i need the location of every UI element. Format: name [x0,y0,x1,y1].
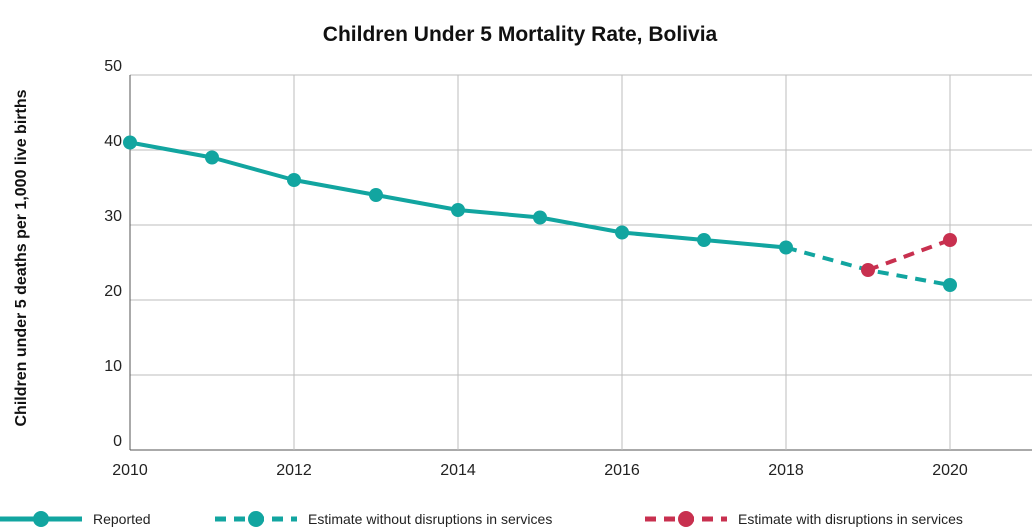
x-tick-label: 2010 [112,462,148,479]
data-point [205,150,219,165]
data-point [943,278,957,292]
series-line [867,238,951,272]
legend-label: Reported [93,511,151,527]
y-tick-label: 50 [104,58,122,75]
data-point [287,173,301,187]
legend: Reported Estimate without disruptions in … [0,511,963,527]
x-tick-label: 2020 [932,462,968,479]
grid-lines [129,74,1032,451]
y-tick-label: 20 [104,283,122,300]
chart-title: Children Under 5 Mortality Rate, Bolivia [323,23,718,46]
x-tick-label: 2014 [440,462,476,479]
data-point [451,203,465,217]
data-point [943,233,957,247]
y-tick-label: 30 [104,208,122,225]
y-tick-label: 40 [104,133,122,150]
x-tick-label: 2012 [276,462,312,479]
legend-item: Reported [0,511,151,527]
legend-item: Estimate without disruptions in services [215,511,552,527]
data-point [533,210,547,225]
axes: 0 10 20 30 40 50 2010 2012 2014 2016 2018 2020 [104,58,968,479]
y-tick-label: 0 [113,433,122,450]
y-axis-label: Children under 5 deaths per 1,000 live b… [13,89,30,426]
data-point [861,263,875,277]
data-point [697,233,711,247]
x-tick-label: 2016 [604,462,640,479]
legend-label: Estimate with disruptions in services [738,511,963,527]
legend-item: Estimate with disruptions in services [645,511,963,527]
legend-swatch-marker [678,511,694,527]
data-point [123,135,137,150]
plot-area [123,135,957,292]
data-point [369,188,383,202]
legend-swatch-marker [248,511,264,527]
x-tick-label: 2018 [768,462,804,479]
y-tick-label: 10 [104,358,122,375]
legend-swatch-marker [33,511,49,527]
data-point [779,240,793,255]
legend-label: Estimate without disruptions in services [308,511,552,527]
data-point [615,225,629,240]
